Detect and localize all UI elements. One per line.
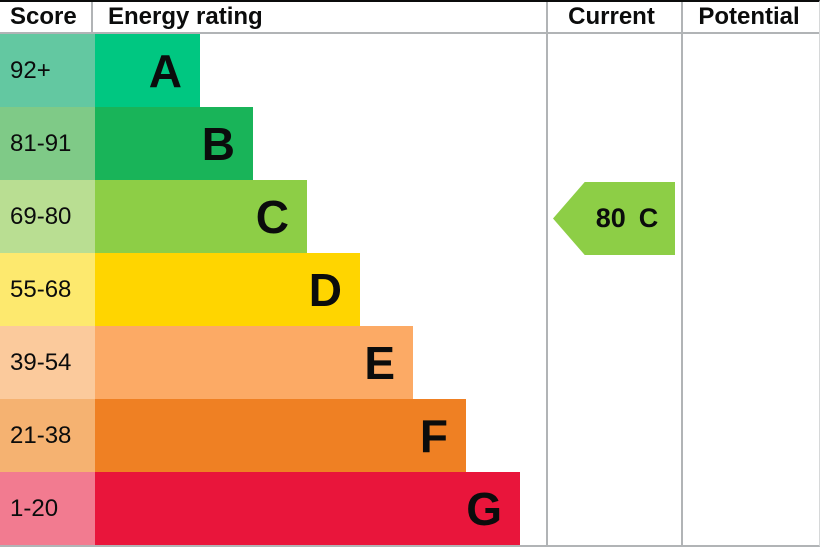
rating-bar-a: A	[95, 34, 200, 107]
rating-bar-e: E	[95, 326, 413, 399]
rating-bar-b: B	[95, 107, 253, 180]
divider-potential-column	[681, 2, 683, 545]
header-potential: Potential	[698, 3, 800, 30]
score-range-f: 21-38	[0, 399, 95, 472]
score-range-c: 69-80	[0, 180, 95, 253]
score-range-e: 39-54	[0, 326, 95, 399]
band-row-f: 21-38 F	[0, 399, 819, 472]
rating-bar-g: G	[95, 472, 520, 545]
score-range-g: 1-20	[0, 472, 95, 545]
rating-bar-d: D	[95, 253, 360, 326]
band-row-e: 39-54 E	[0, 326, 819, 399]
rating-bar-c: C	[95, 180, 307, 253]
band-row-c: 69-80 C	[0, 180, 819, 253]
score-range-b: 81-91	[0, 107, 95, 180]
score-range-a: 92+	[0, 34, 95, 107]
header-row: Score Energy rating Current Potential	[0, 2, 819, 34]
score-range-d: 55-68	[0, 253, 95, 326]
band-row-a: 92+ A	[0, 34, 819, 107]
header-energy-rating: Energy rating	[108, 3, 263, 30]
band-row-b: 81-91 B	[0, 107, 819, 180]
rating-bar-f: F	[95, 399, 466, 472]
current-score: 80	[595, 203, 626, 233]
divider-current-column	[546, 2, 548, 545]
current-band: C	[638, 203, 659, 233]
band-row-g: 1-20 G	[0, 472, 819, 545]
header-current: Current	[568, 3, 655, 30]
header-score: Score	[0, 2, 93, 32]
epc-body: 92+ A 81-91 B 69-80 C 55-68 D 39-54 E 21-38 F 1-20 G	[0, 34, 819, 545]
band-row-d: 55-68 D	[0, 253, 819, 326]
